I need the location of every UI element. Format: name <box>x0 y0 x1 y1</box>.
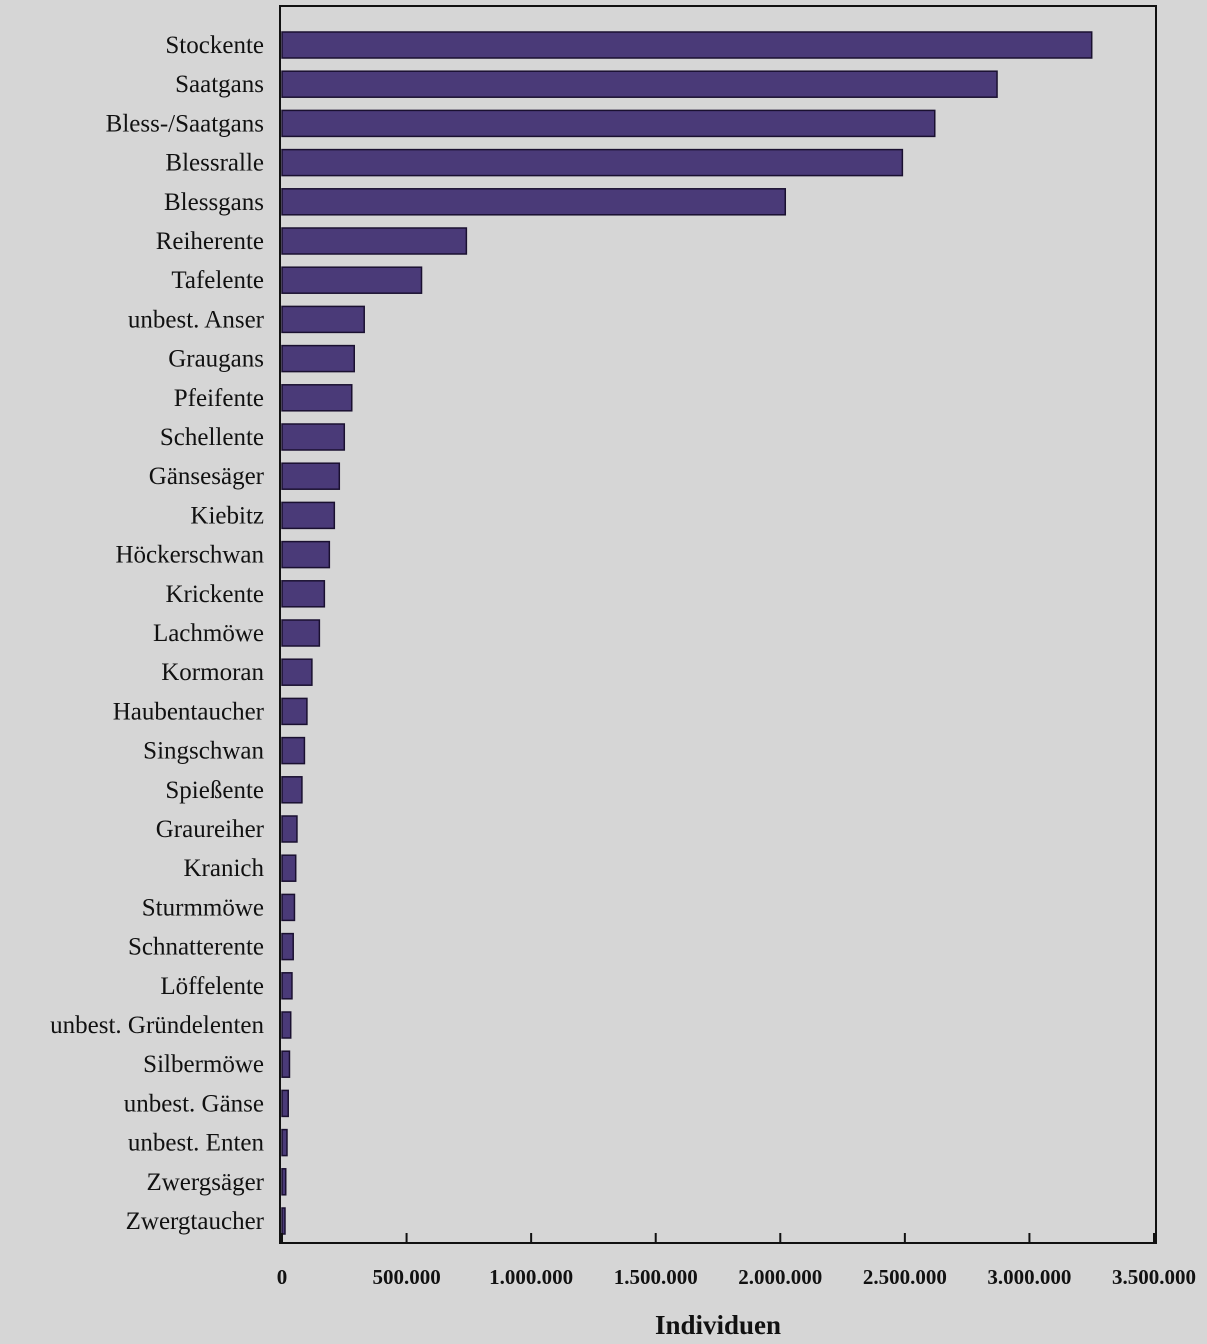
category-label-reiherente: Reiherente <box>156 228 264 255</box>
category-label-stockente: Stockente <box>165 32 264 59</box>
category-label-silbermoewe: Silbermöwe <box>143 1051 264 1078</box>
bar-tafelente <box>281 266 423 294</box>
bar-zwergsaeger <box>281 1168 287 1196</box>
x-tick-label: 0 <box>277 1265 288 1289</box>
bar-singschwan <box>281 736 306 765</box>
plot-frame <box>279 5 1157 1244</box>
bar-blessgans <box>281 188 787 216</box>
category-label-zwergsaeger: Zwergsäger <box>146 1169 264 1196</box>
x-tick-label: 2.000.000 <box>738 1265 822 1289</box>
x-tick-labels: 0 500.000 1.000.000 1.500.000 2.000.000 2.500… <box>277 1265 1196 1289</box>
category-label-hoeckerschwan: Höckerschwan <box>115 542 264 569</box>
bar-gaensesaeger <box>281 462 341 490</box>
category-label-loeffelente: Löffelente <box>160 973 264 1000</box>
category-label-unbest-enten: unbest. Enten <box>128 1130 265 1157</box>
x-tick-label: 1.500.000 <box>614 1265 698 1289</box>
bar-lachmoewe <box>281 619 321 647</box>
bar-kormoran <box>281 658 313 686</box>
category-label-haubentaucher: Haubentaucher <box>113 698 265 725</box>
bar-unbest-gaense <box>281 1089 289 1118</box>
bar-schnatterente <box>281 932 294 961</box>
bar-krickente <box>281 580 326 608</box>
x-tick-label: 2.500.000 <box>863 1265 947 1289</box>
category-label-singschwan: Singschwan <box>143 738 264 765</box>
bar-sturmmoewe <box>281 893 296 922</box>
x-tick-label: 3.000.000 <box>987 1265 1071 1289</box>
category-label-gaensesaeger: Gänsesäger <box>149 463 265 490</box>
bar-unbest-anser <box>281 305 365 334</box>
bar-hoeckerschwan <box>281 540 331 569</box>
x-ticks <box>281 1233 1155 1243</box>
category-label-graugans: Graugans <box>168 346 264 373</box>
category-label-bless-saatgans: Bless-/Saatgans <box>106 110 264 137</box>
x-tick-label: 3.500.000 <box>1112 1265 1196 1289</box>
bar-zwergtaucher <box>281 1207 286 1235</box>
x-tick-label: 500.000 <box>372 1265 440 1289</box>
x-axis-title: Individuen <box>655 1310 781 1340</box>
bar-loeffelente <box>281 972 293 1000</box>
bar-kiebitz <box>281 501 336 530</box>
category-label-unbest-anser: unbest. Anser <box>128 306 265 333</box>
category-label-tafelente: Tafelente <box>171 267 264 294</box>
bar-blessralle <box>281 148 904 177</box>
category-label-unbest-gruendelenten: unbest. Gründelenten <box>50 1012 264 1039</box>
bar-saatgans <box>281 70 998 98</box>
category-label-blessgans: Blessgans <box>164 189 264 216</box>
bar-graugans <box>281 344 356 373</box>
bar-bless-saatgans <box>281 109 936 138</box>
bar-silbermoewe <box>281 1050 291 1078</box>
bar-haubentaucher <box>281 697 308 726</box>
bar-kranich <box>281 854 297 882</box>
bar-spiessente <box>281 776 303 804</box>
category-label-spiessente: Spießente <box>165 777 264 804</box>
category-label-kiebitz: Kiebitz <box>190 502 264 529</box>
category-label-lachmoewe: Lachmöwe <box>153 620 264 647</box>
category-label-pfeifente: Pfeifente <box>174 385 264 412</box>
bar-stockente <box>281 31 1093 59</box>
bar-unbest-gruendelenten <box>281 1011 292 1039</box>
category-label-sturmmoewe: Sturmmöwe <box>142 894 264 921</box>
category-label-kranich: Kranich <box>183 855 264 882</box>
category-label-zwergtaucher: Zwergtaucher <box>126 1208 265 1235</box>
category-label-schnatterente: Schnatterente <box>128 934 264 961</box>
category-label-schellente: Schellente <box>160 424 264 451</box>
category-label-saatgans: Saatgans <box>175 71 264 98</box>
category-labels: Stockente Saatgans Bless-/Saatgans Blessral… <box>50 32 265 1235</box>
bar-reiherente <box>281 227 468 255</box>
bar-unbest-enten <box>281 1128 288 1157</box>
category-label-graureiher: Graureiher <box>156 816 265 843</box>
bar-graureiher <box>281 815 298 843</box>
category-label-kormoran: Kormoran <box>161 659 264 686</box>
category-label-blessralle: Blessralle <box>165 150 264 177</box>
category-label-unbest-gaense: unbest. Gänse <box>124 1090 264 1117</box>
bar-schellente <box>281 423 346 451</box>
bars-group <box>281 31 1093 1235</box>
x-tick-label: 1.000.000 <box>489 1265 573 1289</box>
category-label-krickente: Krickente <box>165 581 264 608</box>
bar-pfeifente <box>281 384 353 412</box>
